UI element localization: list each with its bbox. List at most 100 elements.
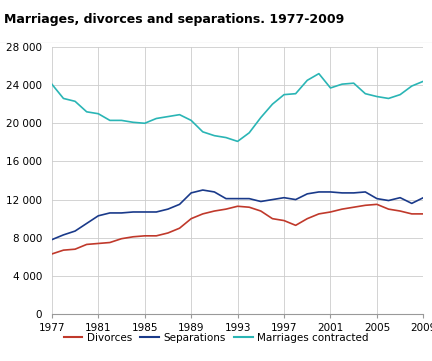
Separations bbox=[421, 196, 426, 200]
Separations bbox=[235, 196, 240, 201]
Separations bbox=[397, 196, 403, 200]
Separations bbox=[61, 233, 66, 237]
Divorces bbox=[49, 252, 54, 256]
Marriages contracted bbox=[409, 84, 414, 88]
Divorces bbox=[328, 210, 333, 214]
Separations bbox=[375, 196, 380, 201]
Divorces bbox=[282, 218, 287, 223]
Marriages contracted bbox=[119, 118, 124, 123]
Marriages contracted bbox=[340, 82, 345, 86]
Divorces bbox=[421, 212, 426, 216]
Marriages contracted bbox=[177, 113, 182, 117]
Marriages contracted bbox=[96, 112, 101, 116]
Marriages contracted bbox=[188, 118, 194, 123]
Divorces bbox=[247, 205, 252, 209]
Separations bbox=[73, 229, 78, 233]
Separations bbox=[351, 191, 356, 195]
Marriages contracted bbox=[154, 116, 159, 121]
Separations bbox=[363, 190, 368, 194]
Separations bbox=[340, 191, 345, 195]
Divorces bbox=[386, 207, 391, 211]
Separations bbox=[188, 191, 194, 195]
Separations bbox=[130, 210, 136, 214]
Divorces bbox=[223, 207, 229, 211]
Legend: Divorces, Separations, Marriages contracted: Divorces, Separations, Marriages contrac… bbox=[60, 329, 372, 347]
Separations bbox=[142, 210, 147, 214]
Marriages contracted bbox=[61, 96, 66, 101]
Marriages contracted bbox=[375, 94, 380, 99]
Separations bbox=[119, 211, 124, 215]
Marriages contracted bbox=[235, 139, 240, 144]
Marriages contracted bbox=[165, 114, 171, 119]
Marriages contracted bbox=[397, 92, 403, 97]
Marriages contracted bbox=[316, 71, 321, 76]
Marriages contracted bbox=[130, 120, 136, 125]
Divorces bbox=[270, 217, 275, 221]
Divorces bbox=[375, 202, 380, 206]
Marriages contracted bbox=[84, 110, 89, 114]
Marriages contracted bbox=[282, 92, 287, 97]
Separations bbox=[165, 207, 171, 211]
Marriages contracted bbox=[293, 92, 298, 96]
Divorces bbox=[409, 212, 414, 216]
Divorces bbox=[351, 205, 356, 209]
Separations bbox=[282, 196, 287, 200]
Line: Separations: Separations bbox=[52, 190, 423, 240]
Marriages contracted bbox=[386, 96, 391, 101]
Divorces bbox=[340, 207, 345, 211]
Separations bbox=[212, 190, 217, 194]
Divorces bbox=[165, 231, 171, 235]
Marriages contracted bbox=[363, 92, 368, 96]
Divorces bbox=[73, 247, 78, 251]
Separations bbox=[270, 197, 275, 202]
Line: Marriages contracted: Marriages contracted bbox=[52, 74, 423, 142]
Separations bbox=[154, 210, 159, 214]
Divorces bbox=[305, 217, 310, 221]
Divorces bbox=[142, 234, 147, 238]
Separations bbox=[258, 199, 264, 204]
Marriages contracted bbox=[107, 118, 112, 123]
Marriages contracted bbox=[200, 130, 205, 134]
Separations bbox=[200, 188, 205, 192]
Separations bbox=[96, 214, 101, 218]
Divorces bbox=[119, 236, 124, 241]
Separations bbox=[223, 196, 229, 201]
Marriages contracted bbox=[305, 78, 310, 82]
Marriages contracted bbox=[421, 79, 426, 83]
Separations bbox=[386, 198, 391, 203]
Divorces bbox=[188, 217, 194, 221]
Divorces bbox=[235, 204, 240, 208]
Marriages contracted bbox=[258, 116, 264, 120]
Divorces bbox=[61, 248, 66, 252]
Line: Divorces: Divorces bbox=[52, 204, 423, 254]
Divorces bbox=[107, 240, 112, 245]
Divorces bbox=[397, 209, 403, 213]
Divorces bbox=[200, 212, 205, 216]
Separations bbox=[293, 197, 298, 202]
Marriages contracted bbox=[223, 135, 229, 140]
Divorces bbox=[258, 209, 264, 213]
Text: Marriages, divorces and separations. 1977-2009: Marriages, divorces and separations. 197… bbox=[4, 13, 345, 26]
Divorces bbox=[293, 223, 298, 227]
Divorces bbox=[96, 241, 101, 245]
Divorces bbox=[177, 226, 182, 230]
Separations bbox=[247, 196, 252, 201]
Separations bbox=[316, 190, 321, 194]
Marriages contracted bbox=[270, 102, 275, 106]
Divorces bbox=[154, 234, 159, 238]
Separations bbox=[177, 202, 182, 206]
Marriages contracted bbox=[351, 81, 356, 85]
Separations bbox=[107, 211, 112, 215]
Separations bbox=[84, 221, 89, 226]
Marriages contracted bbox=[247, 131, 252, 135]
Marriages contracted bbox=[73, 99, 78, 104]
Divorces bbox=[316, 212, 321, 216]
Divorces bbox=[212, 209, 217, 213]
Marriages contracted bbox=[49, 82, 54, 86]
Separations bbox=[305, 192, 310, 196]
Divorces bbox=[130, 235, 136, 239]
Divorces bbox=[84, 242, 89, 247]
Separations bbox=[409, 201, 414, 205]
Divorces bbox=[363, 203, 368, 208]
Separations bbox=[328, 190, 333, 194]
